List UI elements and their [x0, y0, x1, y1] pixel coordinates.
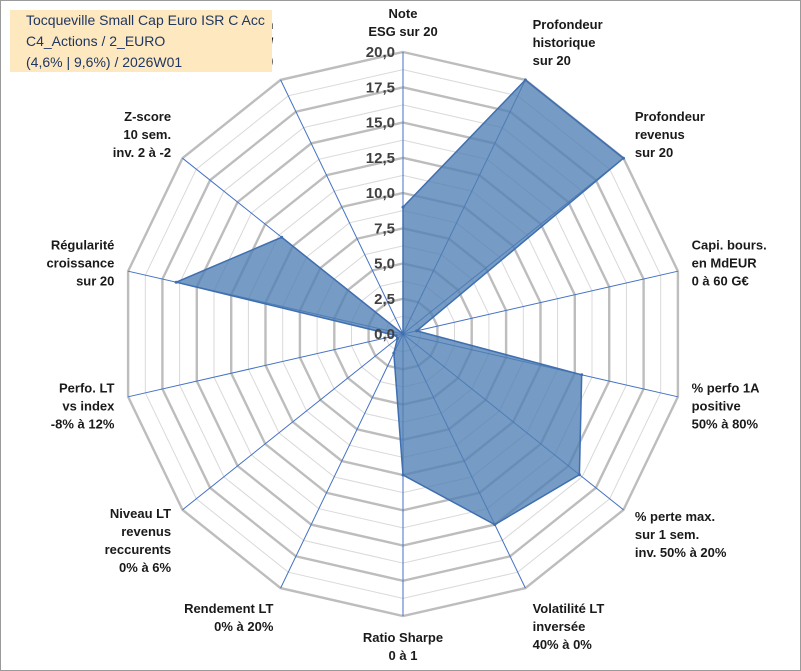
- axis-label-line: historique: [533, 35, 596, 50]
- axis-spoke: [280, 333, 404, 589]
- axis-label: Capi. bours. en MdEUR 0 à 60 G€: [692, 238, 767, 289]
- axis-label-line: sur 20: [635, 145, 673, 160]
- data-point: [174, 280, 178, 284]
- axis-label-line: -8% à 12%: [51, 416, 115, 431]
- data-point: [396, 336, 399, 340]
- axis-label: % perfo 1A positive 50% à 80%: [692, 380, 761, 431]
- fund-title-line-2: C4_Actions / 2_EURO: [26, 33, 166, 49]
- axis-label-line: % perte max.: [635, 509, 715, 524]
- axis-label-line: Note: [389, 6, 418, 21]
- axis-spoke: [127, 333, 404, 398]
- axis-label-line: Capi. bours.: [692, 238, 767, 253]
- axis-label-line: Régularité: [51, 238, 115, 253]
- axis-spoke: [182, 333, 404, 511]
- axis-label-line: sur 1 sem.: [635, 527, 699, 542]
- axis-label-line: Profondeur: [635, 109, 705, 124]
- axis-label-line: positive: [692, 398, 741, 413]
- data-point: [493, 523, 497, 527]
- axis-label-line: ESG sur 20: [368, 24, 437, 39]
- axis-label: Régularité croissance sur 20: [46, 238, 114, 289]
- axis-label: Niveau LT revenus reccurents 0% à 6%: [105, 506, 172, 575]
- axis-label-line: Profondeur: [533, 17, 603, 32]
- axis-label-line: vs index: [62, 398, 115, 413]
- radial-axis-ticks: 0,0 2,5 5,0 7,5 10,0 12,5 15,0 17,5 20,0: [366, 44, 395, 343]
- axis-label-line: 0 à 1: [389, 648, 418, 663]
- data-point: [280, 235, 284, 239]
- axis-label-line: inversée: [533, 619, 586, 634]
- radial-tick-label: 7,5: [374, 220, 395, 237]
- radial-tick-label: 10,0: [366, 185, 395, 202]
- axis-label-line: 0 à 60 G€: [692, 274, 749, 289]
- axis-label-line: 0% à 6%: [119, 560, 171, 575]
- axis-spoke: [280, 79, 404, 335]
- radial-tick-label: 0,0: [374, 326, 395, 343]
- series-area: [173, 78, 625, 526]
- axis-label: Profondeur historique sur 20: [533, 17, 603, 68]
- data-point: [401, 473, 405, 477]
- radar-series: [173, 78, 625, 527]
- axis-label-line: 50% à 80%: [692, 416, 759, 431]
- axis-label-line: 10 sem.: [123, 127, 171, 142]
- axis-label: Note ESG sur 20: [368, 6, 437, 39]
- axis-label-line: 40% à 0%: [533, 637, 593, 652]
- axis-label: % perte max. sur 1 sem. inv. 50% à 20%: [635, 509, 727, 560]
- fund-title-box: Tocqueville Small Cap Euro ISR C Acc C4_…: [10, 10, 272, 72]
- data-point: [577, 473, 581, 477]
- axis-label: Volatilité LT inversée 40% à 0%: [533, 601, 605, 652]
- radial-tick-label: 20,0: [366, 44, 395, 61]
- axis-label-line: Rendement LT: [184, 601, 273, 616]
- data-point: [622, 156, 625, 160]
- data-point: [392, 351, 396, 355]
- radial-tick-label: 2,5: [374, 291, 395, 308]
- axis-label-line: Niveau LT: [110, 506, 171, 521]
- axis-spoke: [402, 270, 679, 335]
- axis-label-line: Perfo. LT: [59, 380, 114, 395]
- radial-tick-label: 12,5: [366, 150, 395, 167]
- axis-label-line: inv. 50% à 20%: [635, 545, 727, 560]
- axis-label: Rendement LT 0% à 20%: [184, 601, 274, 634]
- axis-label-line: sur 20: [76, 274, 114, 289]
- axis-label-line: croissance: [46, 256, 114, 271]
- data-point: [523, 78, 527, 82]
- axis-label-line: en MdEUR: [692, 256, 758, 271]
- data-point: [415, 329, 419, 333]
- data-point: [401, 332, 405, 336]
- axis-label: Z-score 10 sem. inv. 2 à -2: [113, 109, 171, 160]
- radial-tick-label: 5,0: [374, 256, 395, 273]
- fund-title-line-3: (4,6% | 9,6%) / 2026W01: [26, 54, 183, 70]
- axis-label-line: reccurents: [105, 542, 171, 557]
- data-point: [580, 373, 584, 377]
- axis-label-line: inv. 2 à -2: [113, 145, 171, 160]
- axis-label: Ratio Sharpe 0 à 1: [363, 630, 443, 663]
- radial-tick-label: 17,5: [366, 79, 395, 96]
- data-point: [401, 205, 405, 209]
- axis-label-line: sur 20: [533, 53, 571, 68]
- radial-tick-label: 15,0: [366, 115, 395, 132]
- axis-label-line: Ratio Sharpe: [363, 630, 443, 645]
- axis-label: Profondeur revenus sur 20: [635, 109, 705, 160]
- axis-label-line: % perfo 1A: [692, 380, 761, 395]
- data-point: [394, 334, 398, 338]
- axis-label-line: revenus: [635, 127, 685, 142]
- axis-label-line: 0% à 20%: [214, 619, 274, 634]
- axis-label-line: Z-score: [124, 109, 171, 124]
- fund-title-line-1: Tocqueville Small Cap Euro ISR C Acc: [26, 12, 265, 28]
- axis-label: Perfo. LT vs index -8% à 12%: [51, 380, 115, 431]
- axis-label-line: revenus: [121, 524, 171, 539]
- axis-label-line: Volatilité LT: [533, 601, 605, 616]
